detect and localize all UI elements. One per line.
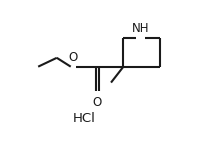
Text: NH: NH xyxy=(132,22,149,35)
Text: HCl: HCl xyxy=(72,112,95,125)
Text: O: O xyxy=(68,51,78,64)
Text: O: O xyxy=(93,96,102,109)
